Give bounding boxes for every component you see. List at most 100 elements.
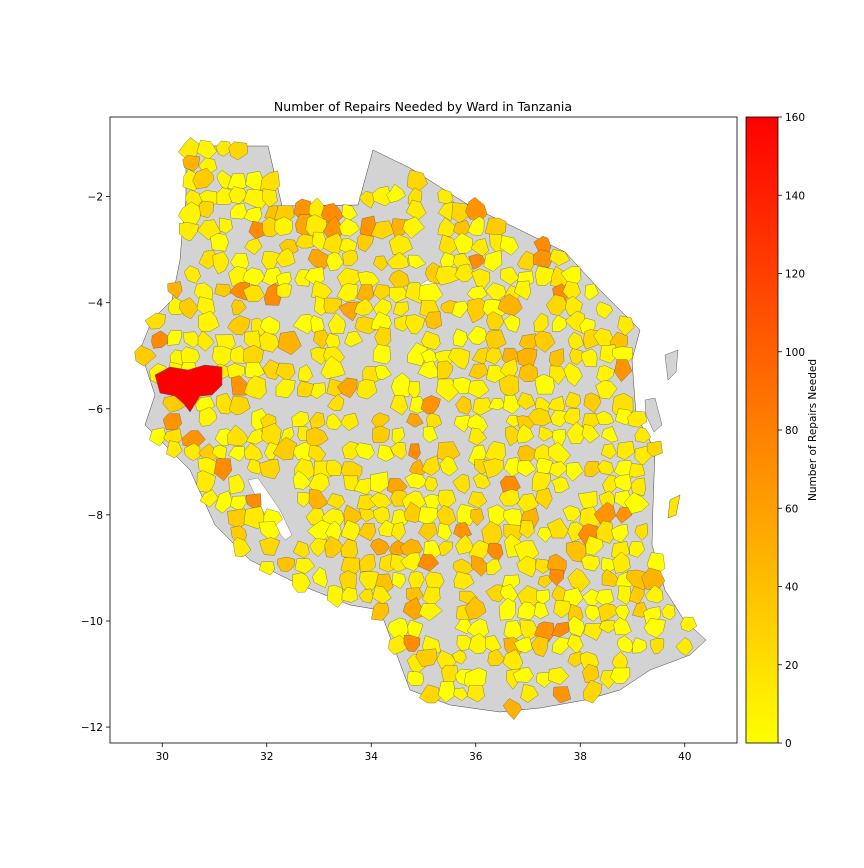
x-tick-label: 36 xyxy=(469,751,483,763)
y-tick-label: −2 xyxy=(88,192,103,204)
ward-polygon xyxy=(452,377,471,394)
ward-polygon xyxy=(437,217,458,237)
ward-polygon xyxy=(297,380,316,398)
ward-polygon xyxy=(324,535,345,558)
ward-polygon xyxy=(323,297,342,314)
ward-polygon xyxy=(537,574,553,589)
ward-polygon xyxy=(601,568,620,587)
ward-polygon xyxy=(487,648,505,667)
highest-repairs-ward xyxy=(154,364,223,413)
ward-polygon xyxy=(601,426,619,443)
ward-polygon xyxy=(231,299,247,316)
ward-polygon xyxy=(451,649,467,665)
ward-polygon xyxy=(551,476,570,493)
colorbar-tick-label: 100 xyxy=(785,347,805,359)
ward-polygon xyxy=(516,424,535,444)
ward-polygon xyxy=(389,286,410,303)
ward-polygon xyxy=(227,315,251,336)
ward-polygon xyxy=(320,355,346,379)
ward-polygon xyxy=(392,301,409,317)
ward-polygon xyxy=(422,426,438,443)
ward-polygon xyxy=(336,283,359,302)
ward-polygon xyxy=(595,380,618,400)
ward-polygon xyxy=(612,551,631,574)
ward-polygon xyxy=(567,568,591,592)
ward-polygon xyxy=(600,443,617,460)
ward-polygon xyxy=(229,395,251,416)
ward-polygon xyxy=(415,648,438,667)
ward-polygon xyxy=(262,359,280,380)
ward-polygon xyxy=(275,247,296,268)
ward-polygon xyxy=(197,330,215,352)
ward-polygon xyxy=(467,491,488,509)
ward-polygon xyxy=(228,474,245,495)
ward-polygon xyxy=(149,427,167,447)
colorbar-tick-label: 40 xyxy=(785,582,798,594)
ward-polygon xyxy=(358,588,374,604)
ward-polygon xyxy=(467,297,486,324)
ward-polygon xyxy=(294,558,316,574)
ward-polygon xyxy=(617,585,632,605)
ward-layer xyxy=(134,137,698,720)
ward-polygon xyxy=(179,222,200,241)
ward-polygon xyxy=(214,458,232,481)
ward-polygon xyxy=(534,330,556,353)
ward-polygon xyxy=(337,377,358,399)
colorbar xyxy=(745,116,779,744)
ward-polygon xyxy=(488,398,506,411)
ward-polygon xyxy=(455,534,475,555)
ward-polygon xyxy=(534,265,555,286)
ward-polygon xyxy=(595,301,613,320)
ward-polygon xyxy=(466,685,485,703)
ward-polygon xyxy=(310,382,326,400)
ward-polygon xyxy=(339,570,357,590)
ward-polygon xyxy=(451,300,469,319)
ward-polygon xyxy=(215,140,233,157)
ward-polygon xyxy=(456,635,471,652)
ward-polygon xyxy=(407,671,424,686)
ward-polygon xyxy=(597,460,614,475)
ward-polygon xyxy=(425,311,442,330)
ward-polygon xyxy=(517,601,539,620)
ward-polygon xyxy=(534,374,555,395)
ward-polygon xyxy=(602,475,618,493)
ward-polygon xyxy=(472,397,494,416)
ward-polygon xyxy=(581,423,600,444)
ward-polygon xyxy=(292,540,310,559)
map-title: Number of Repairs Needed by Ward in Tanz… xyxy=(274,99,572,114)
mafia-island xyxy=(667,494,681,519)
ward-polygon xyxy=(485,282,507,301)
ward-polygon xyxy=(230,203,248,220)
ward-polygon xyxy=(246,428,266,445)
ward-polygon xyxy=(583,679,603,704)
ward-polygon xyxy=(467,379,490,399)
ward-polygon xyxy=(517,250,536,271)
ward-polygon xyxy=(549,461,569,478)
ward-polygon xyxy=(389,395,409,416)
ward-polygon xyxy=(505,425,523,447)
ward-polygon xyxy=(453,232,473,254)
ward-polygon xyxy=(502,394,521,415)
ward-polygon xyxy=(258,561,275,576)
ward-polygon xyxy=(196,139,218,161)
ward-polygon xyxy=(583,392,602,414)
ward-polygon xyxy=(646,440,663,457)
ward-polygon xyxy=(455,395,472,415)
ward-polygon xyxy=(259,331,280,353)
ward-polygon xyxy=(229,281,250,301)
ward-polygon xyxy=(420,395,441,415)
ward-polygon xyxy=(405,199,427,221)
x-tick-label: 30 xyxy=(156,751,169,763)
tanzania-map xyxy=(134,137,707,720)
ward-polygon xyxy=(242,284,265,303)
ward-polygon xyxy=(391,218,409,238)
ward-polygon xyxy=(309,538,327,557)
ward-polygon xyxy=(470,238,489,257)
ward-polygon xyxy=(581,588,602,606)
ward-polygon xyxy=(483,249,503,272)
ward-polygon xyxy=(294,269,310,287)
ward-polygon xyxy=(198,406,217,427)
x-tick-label: 34 xyxy=(365,751,379,763)
ward-polygon xyxy=(391,521,406,542)
ward-polygon xyxy=(520,683,539,703)
